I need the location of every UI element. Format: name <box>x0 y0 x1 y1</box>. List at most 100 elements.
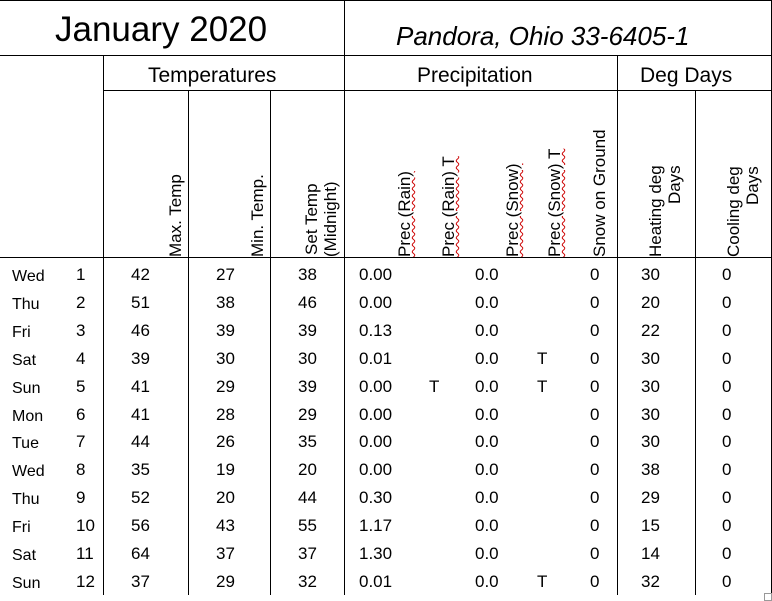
col-prec-snow: Prec (Snow) <box>503 163 522 257</box>
cell-prec-rain: 0.00 <box>359 460 393 480</box>
cell-snow-ground: 0 <box>590 404 600 424</box>
cell-prec-snow: 0.0 <box>475 488 499 508</box>
cell-snow-ground: 0 <box>590 488 600 508</box>
cell-heating: 30 <box>641 265 660 284</box>
cell-heating: 14 <box>641 544 660 563</box>
cell-heating: 20 <box>641 292 660 312</box>
cell-dow: Sat <box>12 547 37 564</box>
cell-set-temp: 39 <box>298 376 317 396</box>
cell-day: 4 <box>76 348 86 368</box>
group-temperatures: Temperatures <box>148 64 277 87</box>
cell-max-temp: 41 <box>131 376 150 396</box>
cell-prec-snow: 0.0 <box>475 516 499 536</box>
cell-dow: Fri <box>12 519 31 537</box>
cell-dow: Sun <box>12 574 41 592</box>
cell-heating: 15 <box>641 516 660 536</box>
cell-max-temp: 52 <box>131 488 150 508</box>
cell-prec-rain: 0.01 <box>359 571 393 591</box>
cell-max-temp: 41 <box>131 404 150 424</box>
cell-min-temp: 20 <box>216 488 235 508</box>
cell-set-temp: 30 <box>298 348 317 368</box>
cell-dow: Thu <box>12 491 40 509</box>
cell-min-temp: 29 <box>216 571 235 591</box>
cell-cooling: 0 <box>722 544 732 563</box>
col-min-temp: Min. Temp. <box>248 174 267 257</box>
col-heating-line2: Days <box>665 165 684 205</box>
cell-set-temp: 37 <box>298 544 317 563</box>
col-cooling: Cooling deg Days <box>724 166 762 257</box>
cell-prec-rain: 1.17 <box>359 516 393 536</box>
divider-heat <box>695 90 696 595</box>
cell-cooling: 0 <box>722 432 732 452</box>
cell-cooling: 0 <box>722 320 732 340</box>
title-bottom-rule <box>0 55 772 56</box>
cell-max-temp: 56 <box>131 516 150 536</box>
station-location: Pandora, Ohio 33-6405-1 <box>396 21 690 51</box>
cell-min-temp: 28 <box>216 404 235 424</box>
cell-max-temp: 35 <box>131 460 150 480</box>
cell-dow: Mon <box>12 407 44 425</box>
cell-prec-snow-t: T <box>537 376 548 396</box>
cell-day: 12 <box>76 571 95 591</box>
cell-dow: Wed <box>12 463 45 481</box>
group-deg-days: Deg Days <box>640 64 733 87</box>
col-cooling-line1: Cooling deg <box>724 166 743 257</box>
cell-prec-rain: 0.00 <box>359 265 393 284</box>
cell-day: 11 <box>76 544 94 563</box>
cell-cooling: 0 <box>722 404 732 424</box>
cell-min-temp: 26 <box>216 432 235 452</box>
cell-min-temp: 19 <box>216 460 235 480</box>
cell-snow-ground: 0 <box>590 571 600 591</box>
cell-snow-ground: 0 <box>590 292 600 312</box>
cell-prec-snow: 0.0 <box>475 404 499 424</box>
cell-min-temp: 38 <box>216 292 235 312</box>
cell-max-temp: 44 <box>131 432 150 452</box>
cell-set-temp: 32 <box>298 571 317 591</box>
cell-heating: 30 <box>641 348 660 368</box>
col-cooling-line2: Days <box>743 166 762 205</box>
cell-prec-snow: 0.0 <box>475 292 499 312</box>
cell-day: 9 <box>76 488 86 508</box>
group-precipitation: Precipitation <box>417 64 533 87</box>
cell-min-temp: 37 <box>216 544 235 563</box>
cell-prec-rain: 0.00 <box>359 376 393 396</box>
col-prec-rain-label: Prec (Rain) <box>395 171 414 257</box>
cell-prec-snow: 0.0 <box>475 432 499 452</box>
cell-max-temp: 64 <box>131 544 150 563</box>
cell-max-temp: 39 <box>131 348 150 368</box>
cell-heating: 29 <box>641 488 660 508</box>
col-set-temp-line2: (Midnight) <box>321 181 340 257</box>
cell-cooling: 0 <box>722 265 732 284</box>
cell-heating: 32 <box>641 571 660 591</box>
resize-handle[interactable] <box>764 593 772 601</box>
cell-set-temp: 35 <box>298 432 317 452</box>
cell-prec-snow: 0.0 <box>475 571 499 591</box>
divider-snow-ground <box>617 55 618 595</box>
cell-dow: Sat <box>12 351 37 369</box>
cell-set-temp: 39 <box>298 320 317 340</box>
cell-day: 10 <box>76 516 95 536</box>
header-top-rule <box>0 0 772 1</box>
cell-cooling: 0 <box>722 376 732 396</box>
cell-prec-rain: 0.00 <box>359 404 393 424</box>
cell-snow-ground: 0 <box>590 376 600 396</box>
cell-set-temp: 44 <box>298 488 317 508</box>
cell-min-temp: 39 <box>216 320 235 340</box>
cell-prec-snow-t: T <box>537 571 548 591</box>
col-set-temp-line1: Set Temp <box>302 183 321 255</box>
cell-heating: 22 <box>641 320 660 340</box>
header-bottom-rule <box>0 257 772 258</box>
cell-prec-rain-t: T <box>429 376 440 396</box>
cell-snow-ground: 0 <box>590 460 600 480</box>
cell-cooling: 0 <box>722 488 732 508</box>
cell-prec-snow: 0.0 <box>475 348 499 368</box>
col-heating: Heating deg Days <box>646 165 684 257</box>
cell-max-temp: 51 <box>131 292 150 312</box>
cell-min-temp: 27 <box>216 265 235 284</box>
cell-day: 8 <box>76 460 86 480</box>
cell-day: 2 <box>76 292 86 312</box>
col-heating-line1: Heating deg <box>646 165 665 257</box>
cell-cooling: 0 <box>722 348 732 368</box>
cell-prec-snow: 0.0 <box>475 544 499 563</box>
cell-cooling: 0 <box>722 571 732 591</box>
